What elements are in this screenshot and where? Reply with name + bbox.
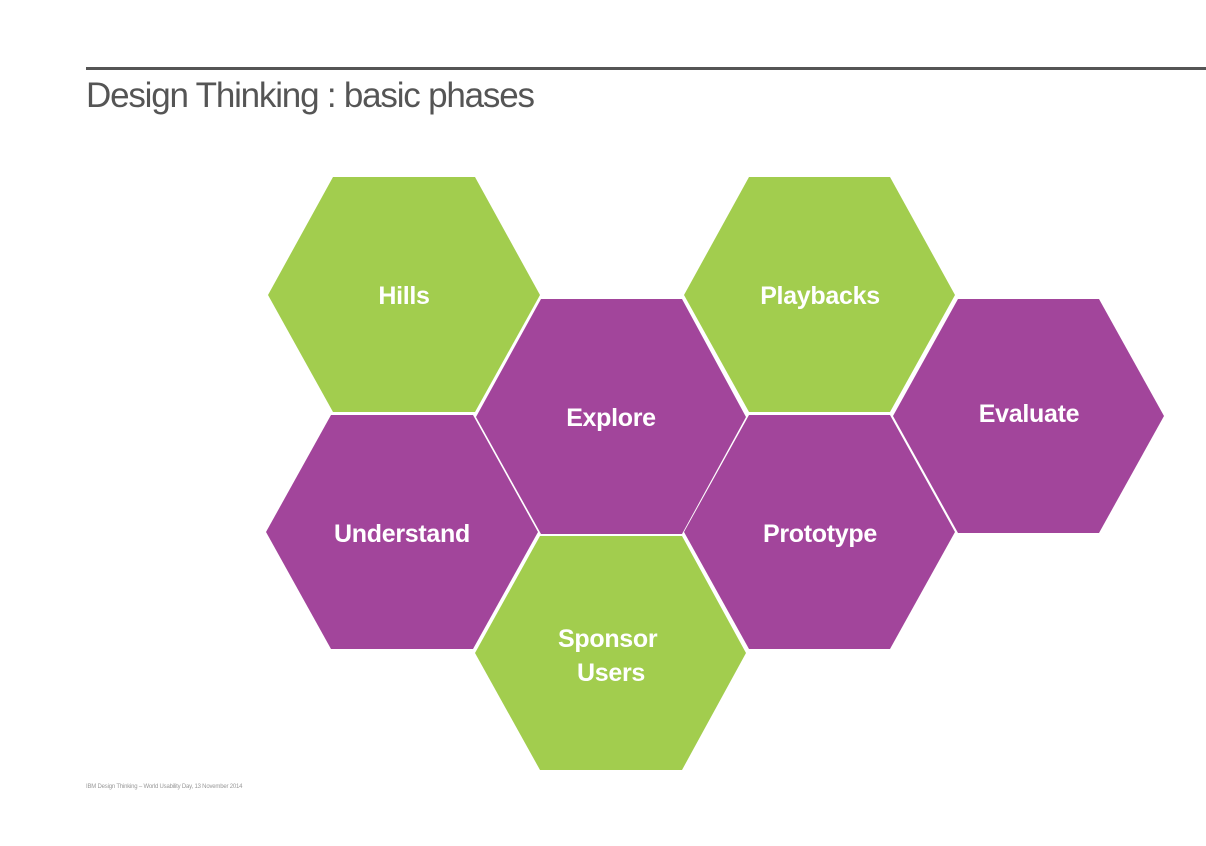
hex-hills-line-1: Hills — [378, 282, 429, 310]
hex-sponsor-users-label: Sponsor Users — [558, 625, 664, 687]
hex-explore-label: Explore — [566, 404, 656, 432]
hex-playbacks: Playbacks — [684, 177, 955, 412]
hex-evaluate: Evaluate — [893, 299, 1164, 533]
hex-sponsor-users-line-2: Users — [577, 659, 645, 687]
hex-evaluate-label: Evaluate — [979, 400, 1080, 428]
hex-prototype-shape — [684, 415, 955, 649]
hex-explore: Explore — [476, 299, 746, 534]
hex-hills-shape — [268, 177, 540, 412]
hex-playbacks-label: Playbacks — [760, 282, 880, 310]
title-rule — [86, 67, 1206, 70]
slide-title: Design Thinking : basic phases — [86, 76, 535, 115]
slide-footer: IBM Design Thinking – World Usability Da… — [86, 784, 243, 790]
hex-prototype-label: Prototype — [763, 520, 877, 548]
hex-understand-shape — [266, 415, 538, 649]
hex-playbacks-line-1: Playbacks — [760, 282, 880, 310]
hex-hills: Hills — [268, 177, 540, 412]
hex-understand-label: Understand — [334, 520, 470, 548]
hex-hills-label: Hills — [378, 282, 429, 310]
hex-sponsor-users-shape — [475, 536, 746, 770]
hex-prototype: Prototype — [684, 415, 955, 649]
hex-understand-line-1: Understand — [334, 520, 470, 548]
hex-playbacks-shape — [684, 177, 955, 412]
hex-sponsor-users-line-1: Sponsor — [558, 625, 658, 653]
hex-understand: Understand — [266, 415, 538, 649]
hex-prototype-line-1: Prototype — [763, 520, 877, 548]
hex-evaluate-shape — [893, 299, 1164, 533]
hex-explore-shape — [476, 299, 746, 534]
hex-sponsor-users: Sponsor Users — [475, 536, 746, 770]
hex-evaluate-line-1: Evaluate — [979, 400, 1080, 428]
hex-explore-line-1: Explore — [566, 404, 656, 432]
